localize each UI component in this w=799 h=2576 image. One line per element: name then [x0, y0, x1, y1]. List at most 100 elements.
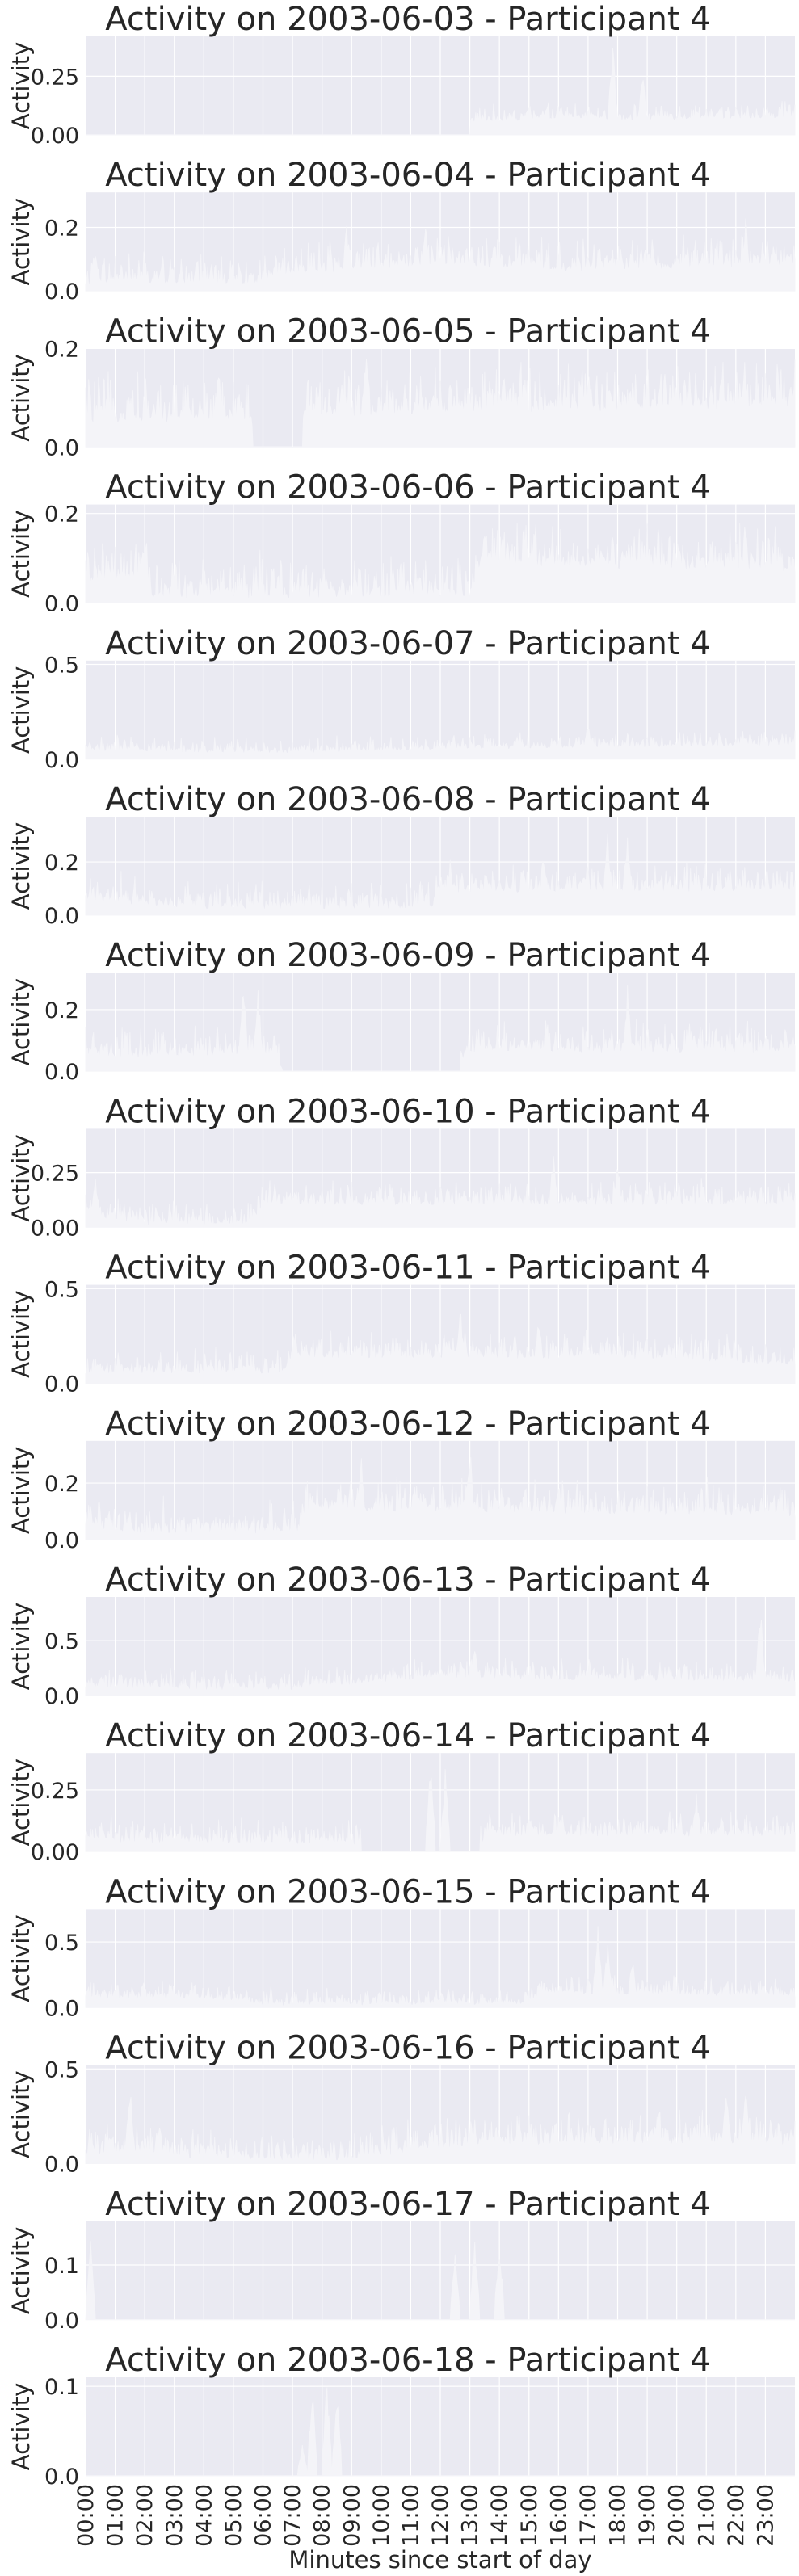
- y-tick-label: 0.5: [44, 1629, 79, 1654]
- y-tick-label: 0.5: [44, 1931, 79, 1956]
- y-tick-label: 0.2: [44, 998, 79, 1023]
- y-tick-label: 0.2: [44, 216, 79, 241]
- y-tick-label: 0.2: [44, 1472, 79, 1497]
- panel-title: Activity on 2003-06-03 - Participant 4: [105, 1, 710, 38]
- y-axis-label: Activity: [7, 42, 35, 129]
- panel-title: Activity on 2003-06-10 - Participant 4: [105, 1093, 710, 1130]
- y-tick-label: 0.25: [31, 1162, 79, 1187]
- y-tick-label: 0.0: [44, 435, 79, 460]
- x-tick-label: 03:00: [162, 2484, 187, 2547]
- y-tick-label: 0.0: [44, 2153, 79, 2178]
- x-tick-label: 14:00: [487, 2484, 512, 2547]
- y-axis-label: Activity: [7, 2383, 35, 2470]
- y-tick-label: 0.25: [31, 65, 79, 90]
- y-tick-label: 0.00: [31, 124, 79, 149]
- x-tick-label: 00:00: [74, 2484, 99, 2547]
- y-tick-label: 0.0: [44, 279, 79, 305]
- x-tick-label: 19:00: [635, 2484, 660, 2547]
- y-axis-label: Activity: [7, 2227, 35, 2314]
- y-axis-label: Activity: [7, 666, 35, 754]
- x-tick-label: 07:00: [280, 2484, 305, 2547]
- x-tick-label: 08:00: [310, 2484, 335, 2547]
- activity-area: [85, 2095, 796, 2164]
- y-tick-label: 0.0: [44, 2309, 79, 2334]
- panel-title: Activity on 2003-06-15 - Participant 4: [105, 1873, 710, 1910]
- panel-title: Activity on 2003-06-17 - Participant 4: [105, 2186, 710, 2223]
- y-tick-label: 0.1: [44, 2254, 79, 2279]
- y-axis-label: Activity: [7, 978, 35, 1065]
- y-tick-label: 0.0: [44, 1684, 79, 1709]
- activity-area: [85, 523, 796, 603]
- x-tick-label: 23:00: [753, 2484, 778, 2547]
- y-tick-label: 0.2: [44, 502, 79, 527]
- x-tick-label: 10:00: [369, 2484, 394, 2547]
- y-tick-label: 0.2: [44, 337, 79, 362]
- activity-area: [85, 985, 796, 1072]
- y-axis-label: Activity: [7, 1914, 35, 2002]
- y-tick-label: 0.5: [44, 2057, 79, 2082]
- y-axis-label: Activity: [7, 354, 35, 441]
- y-tick-label: 0.0: [44, 2465, 79, 2490]
- activity-area: [85, 1926, 796, 2008]
- y-axis-label: Activity: [7, 1134, 35, 1221]
- activity-area: [86, 2387, 795, 2477]
- panel-title: Activity on 2003-06-11 - Participant 4: [105, 1250, 710, 1287]
- x-tick-label: 01:00: [103, 2484, 128, 2547]
- x-tick-label: 13:00: [458, 2484, 483, 2547]
- x-tick-label: 09:00: [339, 2484, 364, 2547]
- activity-area: [85, 2241, 795, 2321]
- panel-title: Activity on 2003-06-18 - Participant 4: [105, 2342, 710, 2379]
- x-tick-label: 22:00: [724, 2484, 749, 2547]
- y-tick-label: 0.0: [44, 1528, 79, 1553]
- activity-area: [85, 1156, 796, 1228]
- y-tick-label: 0.0: [44, 748, 79, 773]
- x-tick-label: 16:00: [546, 2484, 571, 2547]
- x-tick-label: 21:00: [694, 2484, 719, 2547]
- y-axis-label: Activity: [7, 1290, 35, 1377]
- x-tick-label: 20:00: [665, 2484, 690, 2547]
- y-axis-label: Activity: [7, 198, 35, 285]
- x-tick-label: 04:00: [191, 2484, 217, 2547]
- activity-area: [85, 359, 796, 448]
- y-tick-label: 0.2: [44, 851, 79, 876]
- y-tick-label: 0.0: [44, 592, 79, 617]
- panel-title: Activity on 2003-06-08 - Participant 4: [105, 781, 710, 818]
- x-tick-label: 02:00: [132, 2484, 158, 2547]
- y-axis-label: Activity: [7, 1447, 35, 1534]
- panel-title: Activity on 2003-06-12 - Participant 4: [105, 1406, 710, 1443]
- x-tick-label: 17:00: [576, 2484, 601, 2547]
- activity-area: [85, 833, 796, 916]
- panel-title: Activity on 2003-06-04 - Participant 4: [105, 157, 710, 194]
- activity-area: [85, 1313, 796, 1384]
- y-tick-label: 0.00: [31, 1840, 79, 1865]
- x-tick-label: 05:00: [221, 2484, 246, 2547]
- y-tick-label: 0.5: [44, 653, 79, 678]
- panel-title: Activity on 2003-06-05 - Participant 4: [105, 313, 710, 350]
- x-tick-label: 11:00: [398, 2484, 423, 2547]
- panel-title: Activity on 2003-06-14 - Participant 4: [105, 1717, 710, 1754]
- y-tick-label: 0.25: [31, 1779, 79, 1804]
- y-tick-label: 0.0: [44, 1060, 79, 1085]
- y-axis-label: Activity: [7, 510, 35, 597]
- y-tick-label: 0.00: [31, 1216, 79, 1241]
- x-tick-label: 18:00: [606, 2484, 631, 2547]
- activity-area: [85, 727, 796, 760]
- y-axis-label: Activity: [7, 822, 35, 910]
- panel-title: Activity on 2003-06-13 - Participant 4: [105, 1561, 710, 1599]
- y-tick-label: 0.5: [44, 1277, 79, 1302]
- panel-title: Activity on 2003-06-09 - Participant 4: [105, 937, 710, 974]
- y-tick-label: 0.0: [44, 904, 79, 929]
- x-tick-label: 06:00: [251, 2484, 276, 2547]
- panel-title: Activity on 2003-06-06 - Participant 4: [105, 469, 710, 506]
- y-tick-label: 0.0: [44, 1372, 79, 1397]
- y-tick-label: 0.0: [44, 1996, 79, 2021]
- activity-area: [85, 1457, 796, 1540]
- y-axis-label: Activity: [7, 1603, 35, 1690]
- panel-title: Activity on 2003-06-16 - Participant 4: [105, 2030, 710, 2067]
- activity-area: [85, 218, 796, 292]
- activity-area: [85, 1620, 796, 1696]
- y-axis-label: Activity: [7, 1759, 35, 1846]
- y-axis-label: Activity: [7, 2070, 35, 2158]
- x-tick-label: 12:00: [428, 2484, 453, 2547]
